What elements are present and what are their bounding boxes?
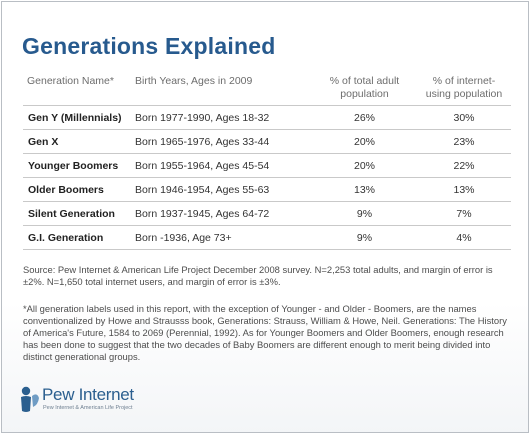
generation-label-footnote: *All generation labels used in this repo…	[23, 303, 507, 362]
header-birth-years: Birth Years, Ages in 2009	[135, 75, 253, 87]
internet-percent: 4%	[417, 225, 511, 250]
page-title: Generations Explained	[22, 33, 276, 59]
birth-years: Born -1936, Age 73+	[131, 225, 312, 250]
internet-percent: 13%	[417, 177, 511, 202]
adult-percent: 20%	[312, 153, 417, 178]
table-row: Younger Boomers Born 1955-1964, Ages 45-…	[23, 153, 511, 178]
header-adult-population: % of total adult population	[329, 75, 400, 100]
table-header-row: Generation Name* Birth Years, Ages in 20…	[23, 73, 511, 106]
adult-percent: 9%	[312, 201, 417, 226]
pew-person-icon	[21, 386, 39, 412]
logo-wordmark: Pew Internet	[42, 385, 134, 405]
table-row: G.I. Generation Born -1936, Age 73+ 9% 4…	[23, 225, 511, 250]
source-note: Source: Pew Internet & American Life Pro…	[23, 264, 493, 287]
internet-percent: 30%	[417, 105, 511, 130]
birth-years: Born 1946-1954, Ages 55-63	[131, 177, 312, 202]
header-generation-name: Generation Name*	[27, 75, 114, 87]
generation-name: Older Boomers	[23, 177, 131, 202]
birth-years: Born 1977-1990, Ages 18-32	[131, 105, 312, 130]
adult-percent: 9%	[312, 225, 417, 250]
pew-internet-logo: Pew Internet Pew Internet & American Lif…	[16, 383, 156, 419]
internet-percent: 7%	[417, 201, 511, 226]
logo-word-internet: Internet	[78, 385, 135, 404]
table-row: Gen Y (Millennials) Born 1977-1990, Ages…	[23, 105, 511, 130]
header-internet-population: % of internet-using population	[425, 75, 503, 100]
generation-name: G.I. Generation	[23, 225, 131, 250]
internet-percent: 22%	[417, 153, 511, 178]
generation-name: Silent Generation	[23, 201, 131, 226]
generations-table: Generation Name* Birth Years, Ages in 20…	[23, 73, 511, 250]
adult-percent: 20%	[312, 129, 417, 154]
logo-word-pew: Pew	[42, 385, 75, 404]
table-row: Older Boomers Born 1946-1954, Ages 55-63…	[23, 177, 511, 202]
generation-name: Gen Y (Millennials)	[23, 105, 131, 130]
birth-years: Born 1965-1976, Ages 33-44	[131, 129, 312, 154]
generation-name: Gen X	[23, 129, 131, 154]
birth-years: Born 1937-1945, Ages 64-72	[131, 201, 312, 226]
adult-percent: 26%	[312, 105, 417, 130]
table-row: Gen X Born 1965-1976, Ages 33-44 20% 23%	[23, 129, 511, 154]
internet-percent: 23%	[417, 129, 511, 154]
adult-percent: 13%	[312, 177, 417, 202]
generation-name: Younger Boomers	[23, 153, 131, 178]
table-row: Silent Generation Born 1937-1945, Ages 6…	[23, 201, 511, 226]
logo-tagline: Pew Internet & American Life Project	[43, 405, 133, 411]
birth-years: Born 1955-1964, Ages 45-54	[131, 153, 312, 178]
